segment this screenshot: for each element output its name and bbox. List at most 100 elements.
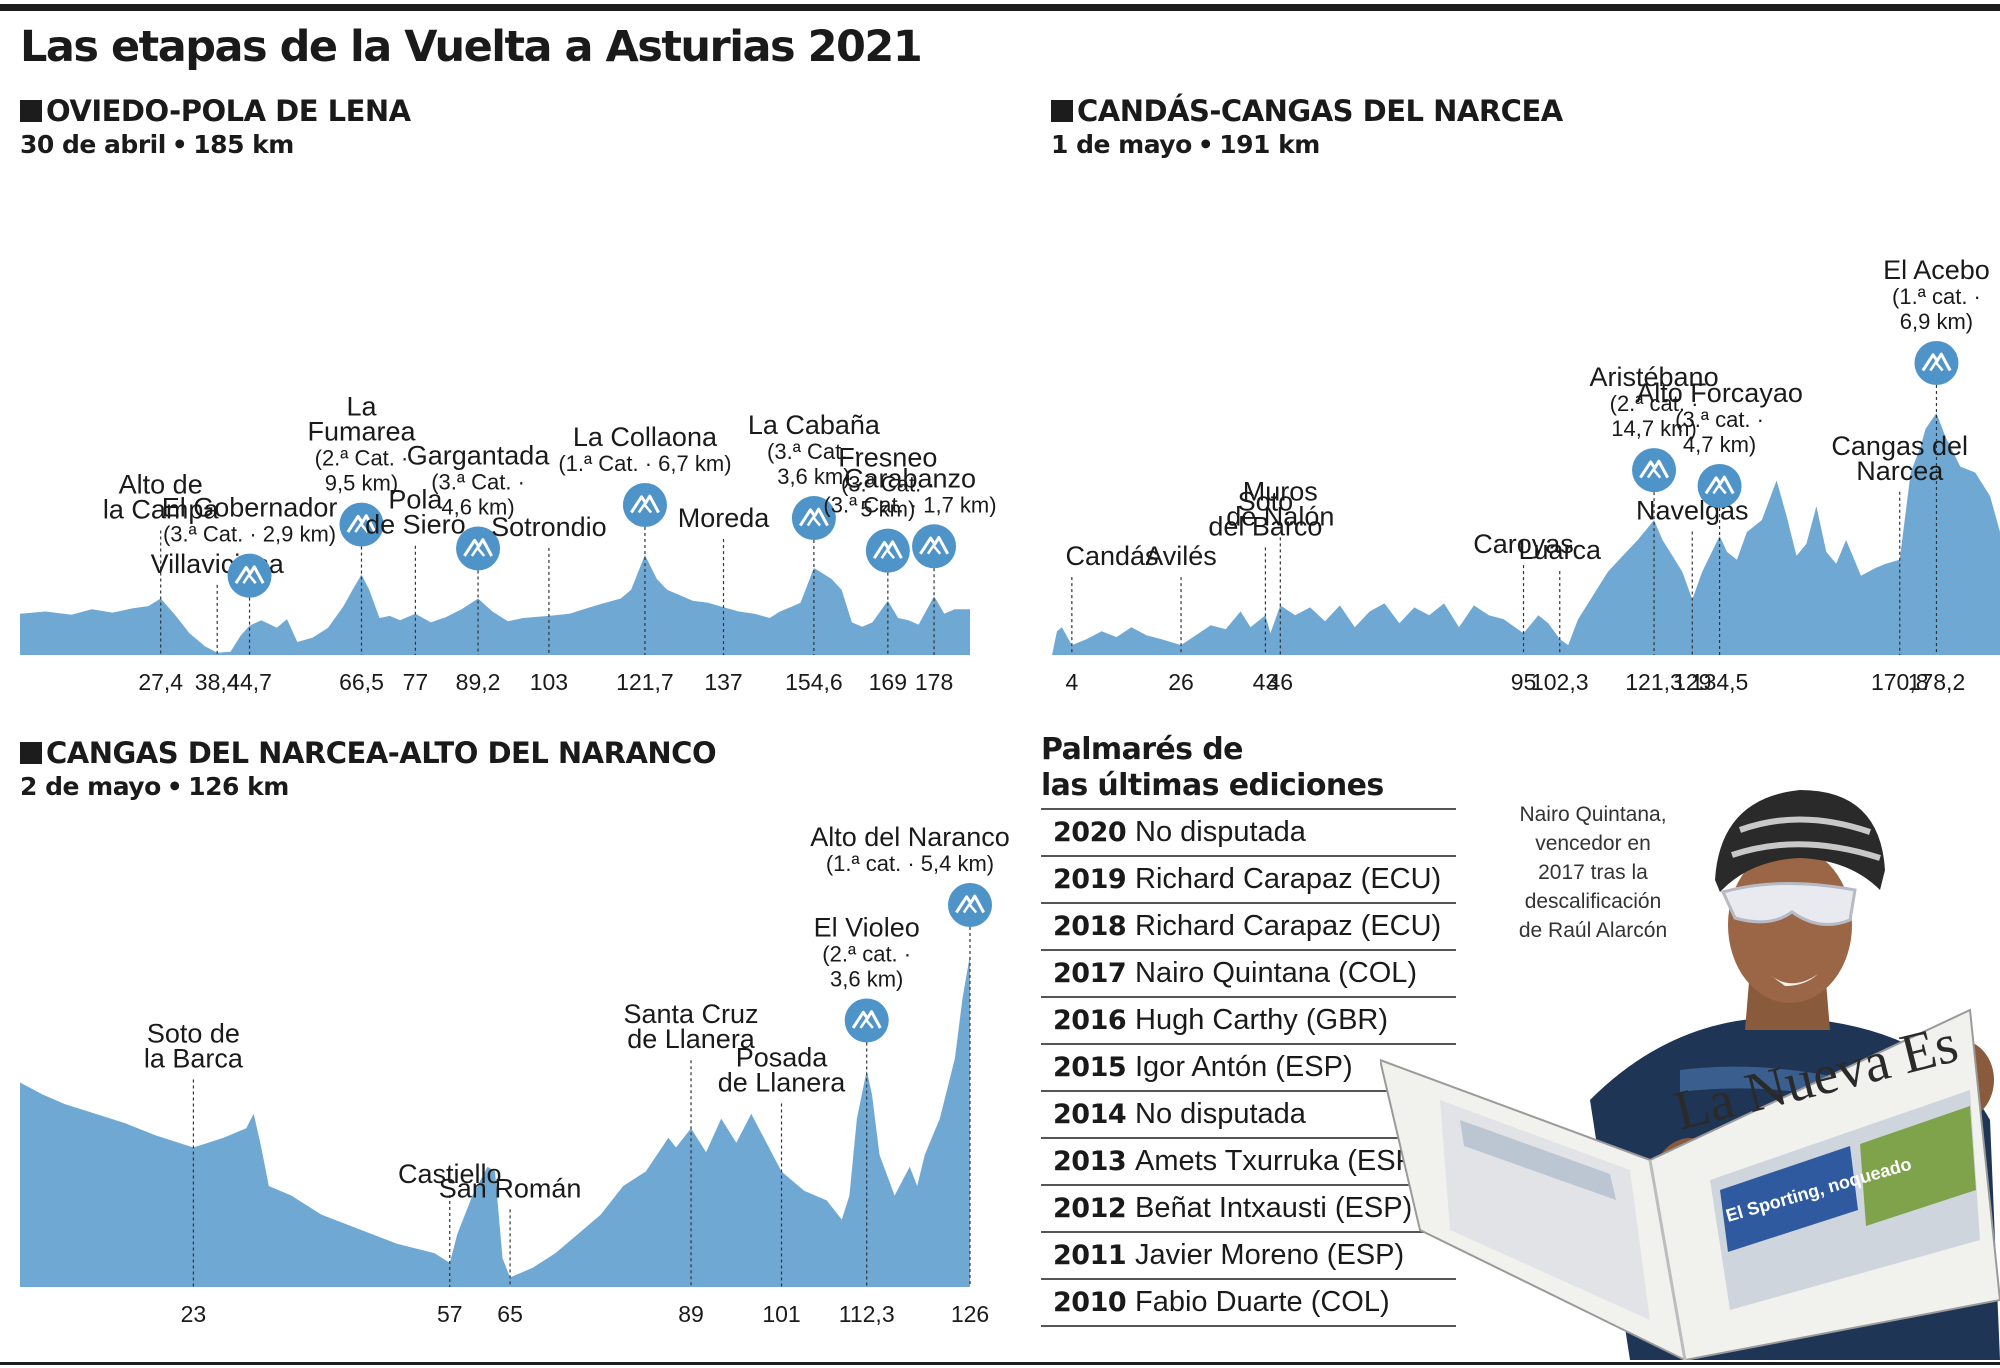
palmares-title: Palmarés de las últimas ediciones: [1041, 732, 1461, 804]
palmares-winner: Nairo Quintana (COL): [1135, 957, 1418, 989]
mountain-climb-icon: [912, 524, 957, 569]
annotation-label: Muros: [1243, 476, 1318, 506]
km-tick-label: 103: [530, 669, 568, 695]
bottom-rule: [0, 1362, 2000, 1365]
annotation-label: La: [346, 392, 377, 422]
annotation-label: 14,7 km): [1611, 416, 1697, 441]
town-annotation: Avilés: [1145, 541, 1217, 655]
palmares-winner: No disputada: [1135, 1098, 1306, 1130]
palmares-winner: No disputada: [1135, 816, 1306, 848]
stage-1-date: 30 de abril: [20, 130, 166, 159]
km-tick-label: 77: [403, 669, 429, 695]
elevation-profile-area: [1052, 413, 2000, 655]
annotation-label: Castiello: [398, 1159, 502, 1189]
annotation-label: (1.ª Cat. · 6,7 km): [558, 451, 731, 476]
palmares-row: 2016 Hugh Carthy (GBR): [1041, 998, 1456, 1045]
annotation-label: de Siero: [365, 510, 466, 540]
annotation-label: 4,6 km): [441, 494, 514, 519]
km-tick-label: 121,3: [1625, 669, 1683, 695]
km-tick-label: 27,4: [138, 669, 183, 695]
elevation-profile-area: [20, 955, 970, 1287]
km-tick-label: 65: [497, 1301, 523, 1327]
annotation-label: 6,9 km): [1900, 309, 1973, 334]
km-tick-label: 170,8: [1871, 669, 1929, 695]
annotation-label: (3.ª Cat. ·: [841, 472, 935, 497]
annotation-label: (3.ª Cat. · 2,9 km): [163, 522, 336, 547]
caption-line: Nairo Quintana,: [1519, 803, 1667, 826]
mountain-climb-icon: [865, 528, 910, 573]
annotation-label: Alto de: [119, 469, 203, 499]
km-tick-label: 38,4: [195, 669, 240, 695]
stage-3-subtitle: 2 de mayo • 126 km: [20, 772, 289, 801]
palmares-row: 2010 Fabio Duarte (COL): [1041, 1280, 1456, 1327]
palmares-row: 2013 Amets Txurruka (ESP): [1041, 1139, 1456, 1186]
palmares-year: 2011: [1053, 1240, 1127, 1271]
palmares-title-line-2: las últimas ediciones: [1041, 768, 1384, 803]
palmares-winner: Hugh Carthy (GBR): [1135, 1004, 1389, 1036]
annotation-label: de Nalón: [1226, 501, 1334, 531]
climb-annotation: Fresneo(3.ª Cat. ·5 km): [838, 443, 937, 655]
palmares-year: 2016: [1053, 1005, 1127, 1036]
annotation-label: Carabanzo: [844, 463, 976, 493]
mountain-climb-icon: [791, 496, 836, 541]
mountain-climb-icon: [844, 998, 889, 1043]
annotation-label: Luarca: [1518, 535, 1602, 565]
annotation-label: (3.ª Cat. ·: [767, 439, 861, 464]
climb-annotation: Aristébano(2.ª cat. ·14,7 km): [1590, 362, 1719, 655]
climb-annotation: El Violeo(2.ª cat. ·3,6 km): [814, 912, 920, 1287]
stage-3-distance: 126 km: [188, 772, 289, 801]
caption-line: vencedor en: [1535, 832, 1651, 855]
km-tick-label: 137: [704, 669, 742, 695]
annotation-label: Soto de: [147, 1018, 240, 1048]
annotation-label: Alto del Naranco: [810, 822, 1010, 852]
annotation-label: (3.ª cat. ·: [1675, 407, 1764, 432]
town-annotation: Candás: [1065, 541, 1159, 655]
km-tick-label: 4: [1065, 669, 1078, 695]
annotation-label: La Collaona: [573, 422, 718, 452]
climb-annotation: El Acebo(1.ª cat. ·6,9 km): [1883, 255, 1990, 655]
palmares-winner: Javier Moreno (ESP): [1135, 1239, 1405, 1271]
annotation-label: Avilés: [1145, 541, 1217, 571]
town-annotation: Caroyas: [1473, 529, 1574, 655]
annotation-label: (2.ª Cat. ·: [315, 446, 409, 471]
annotation-label: (3.ª Cat. · 1,7 km): [823, 492, 996, 517]
km-tick-label: 129: [1673, 669, 1711, 695]
annotation-label: Narcea: [1856, 456, 1944, 486]
annotation-label: Cangas del: [1831, 431, 1968, 461]
stage-1-title: OVIEDO-POLA DE LENA: [20, 94, 411, 128]
annotation-label: de Llanera: [718, 1068, 847, 1098]
annotation-label: (1.ª cat. · 5,4 km): [826, 851, 994, 876]
climb-annotation: El Gobernador(3.ª Cat. · 2,9 km): [162, 493, 338, 655]
annotation-label: Fumarea: [307, 417, 416, 447]
palmares-row: 2017 Nairo Quintana (COL): [1041, 951, 1456, 998]
climb-annotation: Gargantada(3.ª Cat. ·4,6 km): [407, 440, 550, 655]
palmares-year: 2018: [1053, 911, 1127, 942]
km-tick-label: 178: [915, 669, 953, 695]
palmares-row: 2012 Beñat Intxausti (ESP): [1041, 1186, 1456, 1233]
annotation-label: 5 km): [860, 497, 915, 522]
annotation-label: La Cabaña: [748, 410, 881, 440]
mountain-climb-icon: [1914, 341, 1959, 385]
stage-1-subtitle: 30 de abril • 185 km: [20, 130, 294, 159]
climb-annotation: Alto Forcayao(3.ª cat. ·4,7 km): [1636, 378, 1803, 655]
km-tick-label: 57: [437, 1301, 463, 1327]
annotation-label: Soto: [1238, 486, 1294, 516]
palmares-year: 2012: [1053, 1193, 1127, 1224]
km-tick-label: 44,7: [227, 669, 272, 695]
km-tick-label: 121,7: [616, 669, 674, 695]
palmares-year: 2013: [1053, 1146, 1127, 1177]
annotation-label: 3,6 km): [777, 464, 850, 489]
annotation-label: El Gobernador: [162, 493, 338, 523]
annotation-label: del Barco: [1208, 511, 1322, 541]
climb-annotation: Alto del Naranco(1.ª cat. · 5,4 km): [810, 822, 1010, 1287]
palmares-row: 2018 Richard Carapaz (ECU): [1041, 904, 1456, 951]
annotation-label: (1.ª cat. ·: [1892, 284, 1981, 309]
palmares-row: 2020 No disputada: [1041, 810, 1456, 857]
palmares-row: 2019 Richard Carapaz (ECU): [1041, 857, 1456, 904]
cyclist-photo: La Nueva Es El Sporting, noqueado: [1380, 790, 2000, 1360]
km-tick-label: 66,5: [339, 669, 384, 695]
